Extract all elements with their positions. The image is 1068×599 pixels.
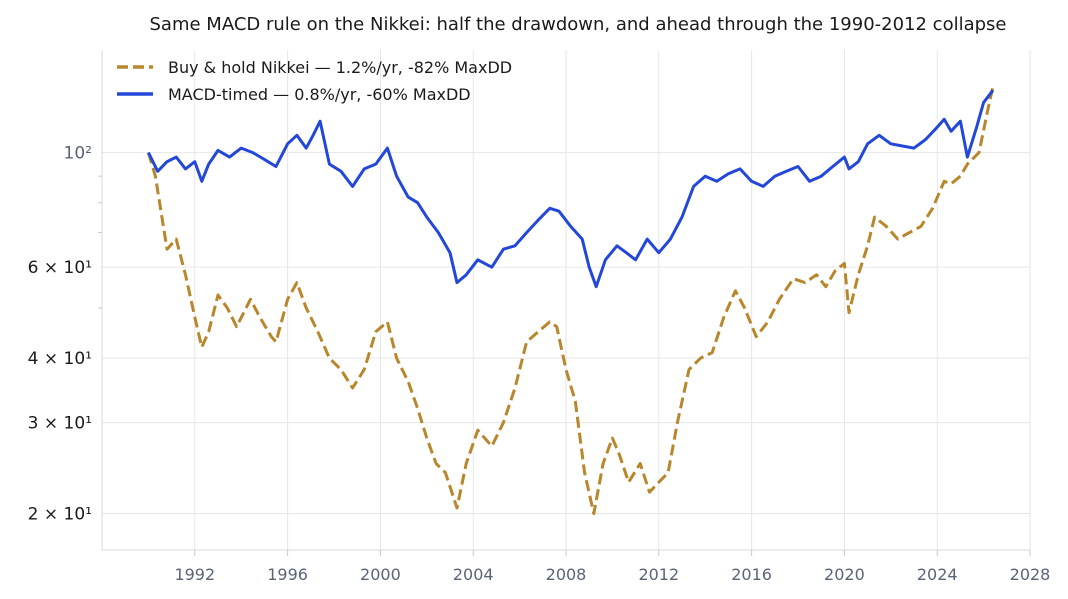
legend-label-buy-hold: Buy & hold Nikkei — 1.2%/yr, -82% MaxDD <box>168 58 512 77</box>
x-tick-label: 1996 <box>267 565 308 584</box>
x-tick-label: 2020 <box>824 565 865 584</box>
x-tick-label: 1992 <box>174 565 215 584</box>
x-tick-label: 2028 <box>1010 565 1051 584</box>
x-tick-label: 2012 <box>638 565 679 584</box>
series-line-macd <box>147 89 995 289</box>
y-tick-label: 3 × 10¹ <box>28 414 92 434</box>
chart-title: Same MACD rule on the Nikkei: half the d… <box>150 14 1007 35</box>
series-line-buy-hold <box>146 86 995 516</box>
axis-layer: 1992 1996 2000 2004 2008 2012 2016 2020 2024 2028… <box>28 50 1051 584</box>
x-tick-label: 2016 <box>731 565 772 584</box>
x-tick-label: 2000 <box>360 565 401 584</box>
y-tick-label: 6 × 10¹ <box>28 258 92 278</box>
x-tick-label: 2008 <box>546 565 587 584</box>
x-tick-label: 2024 <box>917 565 958 584</box>
y-tick-label: 10² <box>64 144 92 164</box>
grid-layer <box>102 50 1031 550</box>
y-tick-label: 2 × 10¹ <box>28 505 92 525</box>
y-tick-label: 4 × 10¹ <box>28 349 92 369</box>
x-tick-label: 2004 <box>453 565 494 584</box>
legend: Buy & hold Nikkei — 1.2%/yr, -82% MaxDD … <box>117 58 512 104</box>
series-layer <box>146 86 995 516</box>
legend-label-macd: MACD-timed — 0.8%/yr, -60% MaxDD <box>168 85 471 104</box>
